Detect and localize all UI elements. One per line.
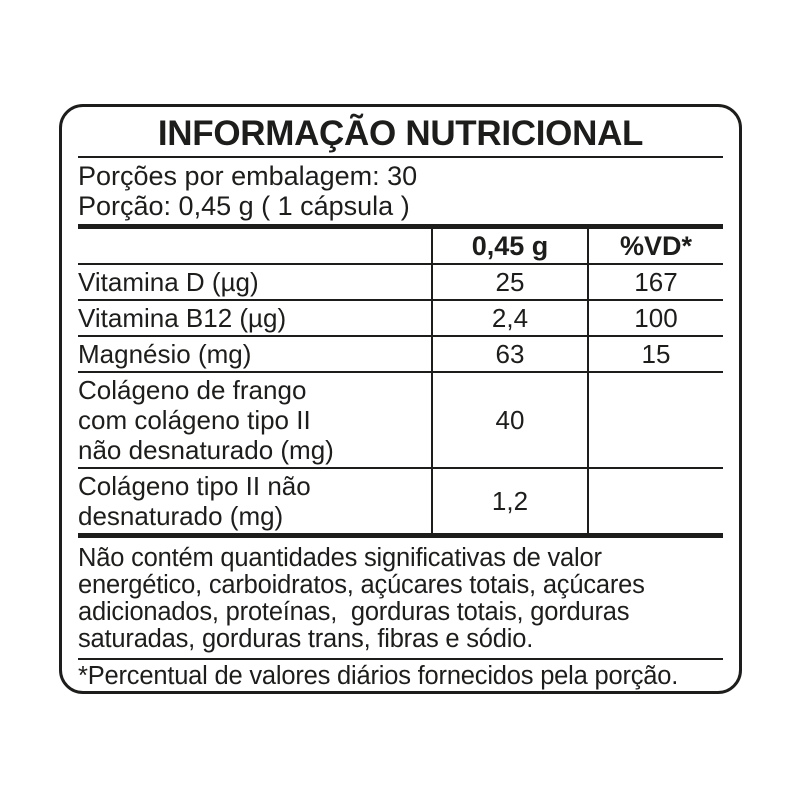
- nutrient-name: Colágeno de frango com colágeno tipo II …: [78, 375, 334, 465]
- table-row-vitamina-b12: Vitamina B12 (µg) 2,4 100: [78, 301, 723, 337]
- nutrient-amount: 1,2: [431, 469, 587, 533]
- nutrient-amount: 63: [431, 337, 587, 371]
- nutrient-vd: 15: [587, 337, 723, 371]
- nutrient-amount: 25: [431, 265, 587, 299]
- nutrient-name: Vitamina D (µg): [78, 267, 259, 297]
- divider-below-table: [78, 533, 723, 538]
- table-row-colageno-frango: Colágeno de frango com colágeno tipo II …: [78, 373, 723, 469]
- daily-values-footnote: *Percentual de valores diários fornecido…: [78, 662, 679, 690]
- nutrient-name: Magnésio (mg): [78, 339, 252, 369]
- nutrient-name: Colágeno tipo II não desnaturado (mg): [78, 471, 311, 531]
- table-row-colageno-tipo2: Colágeno tipo II não desnaturado (mg) 1,…: [78, 469, 723, 533]
- nutrient-vd: 100: [587, 301, 723, 335]
- divider-above-footnote: [78, 658, 723, 660]
- header-amount: 0,45 g: [431, 229, 587, 263]
- serving-info: Porções por embalagem: 30 Porção: 0,45 g…: [78, 158, 723, 224]
- divider-above-table: [78, 224, 723, 229]
- serving-size: Porção: 0,45 g ( 1 cápsula ): [78, 191, 410, 221]
- header-nutrient: [78, 229, 431, 263]
- nutrient-vd: 167: [587, 265, 723, 299]
- nutrient-amount: 40: [431, 373, 587, 467]
- nutrient-vd: [587, 373, 723, 467]
- servings-per-package: Porções por embalagem: 30: [78, 161, 418, 191]
- no-significant-amounts-note: Não contém quantidades significativas de…: [78, 544, 645, 653]
- table-header-row: 0,45 g %VD*: [78, 229, 723, 265]
- divider-under-title: [78, 156, 723, 158]
- nutrient-amount: 2,4: [431, 301, 587, 335]
- nutrition-table: 0,45 g %VD* Vitamina D (µg) 25 167 Vitam…: [78, 229, 723, 533]
- label-title: INFORMAÇÃO NUTRICIONAL: [157, 114, 644, 153]
- table-row-vitamina-d: Vitamina D (µg) 25 167: [78, 265, 723, 301]
- nutrient-name: Vitamina B12 (µg): [78, 303, 287, 333]
- header-vd: %VD*: [587, 229, 723, 263]
- table-row-magnesio: Magnésio (mg) 63 15: [78, 337, 723, 373]
- nutrient-vd: [587, 469, 723, 533]
- nutrition-label: INFORMAÇÃO NUTRICIONAL Porções por embal…: [59, 104, 742, 694]
